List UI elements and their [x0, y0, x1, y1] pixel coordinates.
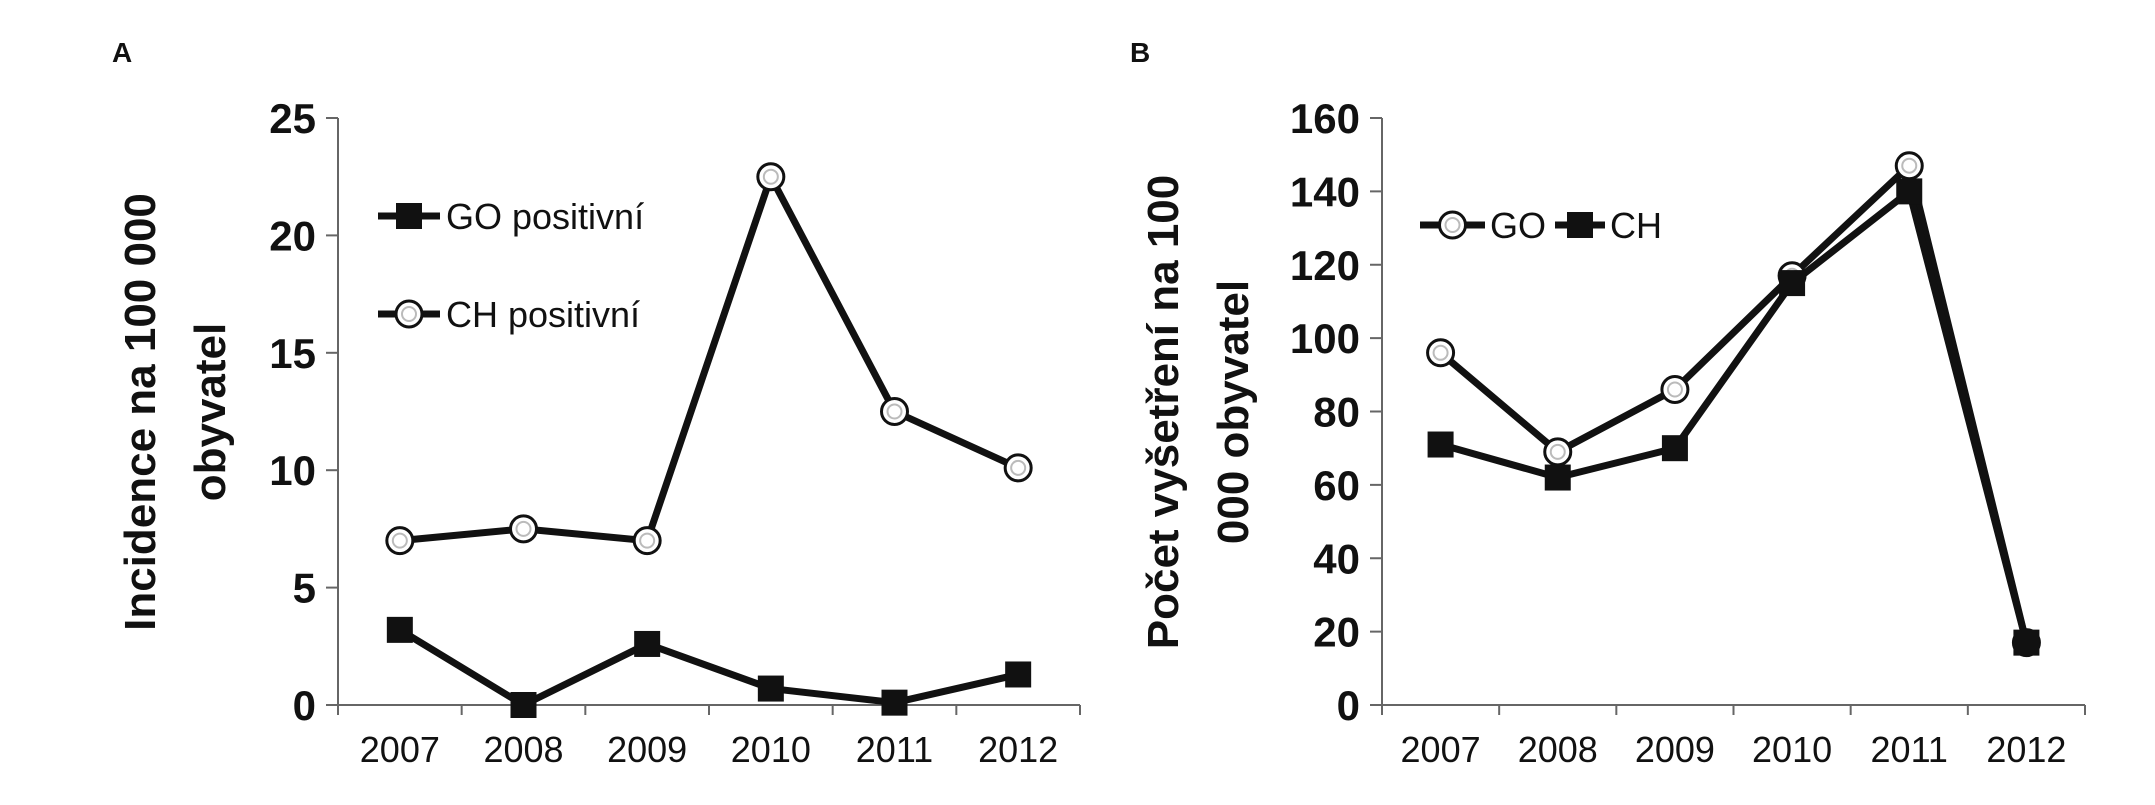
x-tick-label: 2008 [483, 729, 563, 770]
panel-b: B 0 20 40 60 80 100 120 140 160 2007 2008 2009 2010 20… [1130, 37, 2086, 770]
x-tick-label: 2009 [1635, 729, 1715, 770]
panel-a: A 0 5 10 15 20 25 2007 2008 2009 2010 2011 2012 Incid… [112, 37, 1081, 770]
data-point-1-0 [1427, 431, 1454, 458]
y-tick-label: 15 [269, 330, 316, 377]
data-point-1-2 [632, 526, 662, 556]
y-tick-label: 20 [1313, 609, 1360, 656]
data-point-1-3 [1779, 270, 1806, 297]
x-tick-label: 2010 [1752, 729, 1832, 770]
y-tick-label: 10 [269, 447, 316, 494]
series-line-0 [1438, 162, 2030, 644]
data-point-1-3 [756, 162, 786, 192]
data-point-0-0 [386, 616, 413, 643]
y-tick-label: 60 [1313, 462, 1360, 509]
legend-marker-inner [401, 306, 417, 322]
data-point-0-4-inner [1901, 157, 1918, 174]
y-tick-label: 160 [1290, 95, 1360, 142]
series-line-1 [399, 173, 1020, 545]
y-axis-title-line: 000 obyvatel [1209, 280, 1258, 544]
panel-label: A [112, 37, 132, 68]
data-point-1-2-inner [639, 532, 656, 549]
data-point-1-1 [509, 514, 538, 544]
x-tick-label: 2012 [978, 729, 1058, 770]
data-point-0-0-inner [1432, 344, 1449, 361]
y-tick-label: 0 [293, 682, 316, 729]
x-tick-label: 2010 [731, 729, 811, 770]
data-point-1-4 [880, 397, 909, 426]
data-point-0-5 [1005, 661, 1032, 688]
y-tick-label: 100 [1290, 315, 1360, 362]
y-tick-label: 80 [1313, 389, 1360, 436]
legend-marker [1567, 212, 1593, 238]
data-point-0-1-inner [1549, 443, 1566, 460]
y-tick-label: 25 [269, 95, 316, 142]
data-point-1-4 [1896, 178, 1923, 205]
data-point-0-2 [634, 630, 661, 657]
y-tick-label: 0 [1337, 682, 1360, 729]
data-point-1-1-inner [515, 520, 532, 537]
legend-marker [396, 203, 422, 229]
data-point-0-3 [757, 675, 784, 702]
legend-marker-inner [1444, 217, 1461, 233]
legend-label: CH positivní [446, 294, 640, 335]
series-line-0 [398, 626, 1019, 709]
data-point-0-4 [881, 689, 908, 716]
data-point-0-1 [510, 692, 537, 718]
data-point-1-1 [1544, 464, 1571, 491]
legend-label: GO positivní [446, 196, 644, 237]
data-point-0-1 [1543, 437, 1573, 467]
x-tick-label: 2012 [1986, 729, 2066, 770]
data-point-1-5-inner [1010, 459, 1027, 476]
legend-marker [1438, 210, 1467, 240]
series-line-1 [1439, 187, 2030, 644]
data-point-1-2 [1661, 435, 1688, 462]
legend-marker [394, 299, 424, 329]
y-tick-label: 40 [1313, 535, 1360, 582]
x-tick-label: 2011 [1871, 729, 1948, 770]
y-tick-label: 5 [293, 565, 316, 612]
y-tick-label: 120 [1290, 242, 1360, 289]
data-point-1-5 [1003, 453, 1033, 483]
data-point-0-0 [1426, 338, 1456, 368]
x-tick-label: 2009 [607, 729, 687, 770]
y-axis-title-line: Incidence na 100 000 [116, 193, 165, 631]
x-tick-label: 2007 [360, 729, 440, 770]
data-point-0-2-inner [1666, 381, 1683, 398]
x-tick-label: 2007 [1401, 729, 1481, 770]
y-axis-title-line: Počet vyšetření na 100 [1139, 175, 1188, 649]
data-point-0-4 [1894, 151, 1924, 181]
x-tick-label: 2008 [1518, 729, 1598, 770]
y-tick-label: 20 [269, 212, 316, 259]
data-point-1-4-inner [886, 403, 903, 420]
y-tick-label: 140 [1290, 168, 1360, 215]
y-axis-title-line: obyvatel [186, 323, 235, 502]
legend-label: GO [1490, 205, 1546, 246]
data-point-0-2 [1660, 374, 1690, 404]
legend-label: CH [1610, 205, 1662, 246]
data-point-1-3-inner [762, 168, 779, 185]
data-point-1-5 [2013, 629, 2040, 656]
panel-label: B [1130, 37, 1150, 68]
data-point-1-0-inner [391, 532, 408, 549]
data-point-1-0 [385, 526, 415, 556]
x-tick-label: 2011 [856, 729, 933, 770]
